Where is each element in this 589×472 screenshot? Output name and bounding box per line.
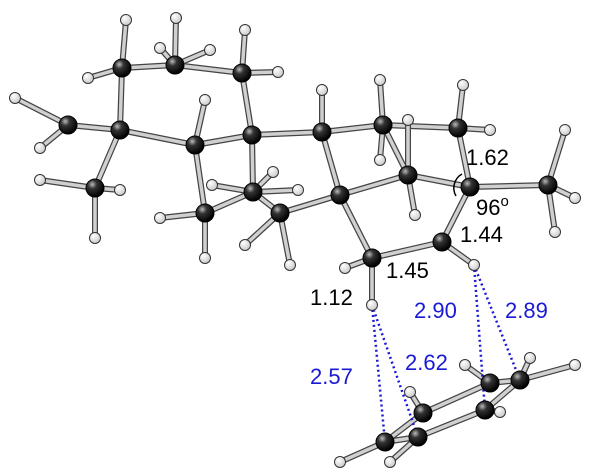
hydrogen-atom [35,143,46,154]
hydrogen-atom [207,180,218,191]
carbon-atom [476,401,494,419]
bond [340,195,372,258]
bond [120,130,195,145]
bond [470,185,548,187]
page: {"labels": { "bond_c_c_1": "1.62", "angl… [0,0,589,472]
hydrogen-atom [570,193,581,204]
hydrogen-atom [10,93,21,104]
hydrogen-atom [240,240,251,251]
hydrogen-atom [121,15,132,26]
angle-label: 96o [476,193,509,220]
hydrogen-atom [410,210,421,221]
hydrogen-atom [570,360,581,371]
carbon-atom [461,178,479,196]
carbon-atom [233,64,251,82]
carbon-atom [414,404,432,422]
hydrogen-atom [115,185,126,196]
hydrogen-atom [171,13,182,24]
angle-unit: o [500,193,508,210]
carbon-atom [313,123,331,141]
carbon-atom [166,56,184,74]
hydrogen-atom [155,213,166,224]
carbon-atom [374,116,392,134]
hydrogen-atom [469,260,480,271]
hydrogen-atom [495,407,506,418]
bond-label: 1.44 [460,222,503,247]
hydrogen-atom [403,115,414,126]
hydrogen-atom [405,387,416,398]
carbon-atom [376,433,394,451]
hydrogen-atom [285,260,296,271]
hydrogen-atom [293,185,304,196]
carbon-atom [449,119,467,137]
bond-label: 1.62 [466,145,509,170]
hydrogen-atom [200,253,211,264]
hydrogen-atom [205,45,216,56]
bond-label: 1.12 [310,285,353,310]
hydrogen-atom [317,85,328,96]
hydrogen-atom [83,73,94,84]
hydrogen-atom [385,457,396,468]
hydrogen-atom [560,125,571,136]
contact-label: 2.57 [310,364,353,389]
bond [195,145,205,213]
carbon-atom [409,428,427,446]
carbon-atom [481,374,499,392]
angle-value: 96 [476,195,500,220]
molecule-diagram: 1.62 96o 1.44 1.45 1.12 2.90 2.89 2.57 2… [0,0,589,472]
hydrogen-atom [155,43,166,54]
hydrogen-atom [550,227,561,238]
hydrogen-atom [485,125,496,136]
contact-label: 2.89 [505,298,548,323]
hydrogen-atom [335,457,346,468]
carbon-atom [331,186,349,204]
bond [340,175,408,195]
carbon-atom [186,136,204,154]
carbon-atom [86,179,104,197]
bond [322,132,340,195]
hydrogen-atom [375,75,386,86]
hydrogen-atom [375,155,386,166]
hydrogen-atom [273,67,284,78]
bond-label: 1.45 [386,258,429,283]
hydrogen-atom [268,167,279,178]
carbon-atom [511,371,529,389]
carbon-atom [59,116,77,134]
bond [372,242,442,258]
carbon-atom [539,176,557,194]
carbon-atom [271,204,289,222]
carbon-atom [399,166,417,184]
carbon-atom [111,121,129,139]
carbon-atom [196,204,214,222]
hydrogen-atom [200,95,211,106]
hydrogen-atom [525,353,536,364]
hydrogen-atom [340,263,351,274]
hydrogen-atom [35,175,46,186]
carbon-atom [243,126,261,144]
carbon-atom [433,233,451,251]
hydrogen-atom [367,300,378,311]
contact-label: 2.62 [405,350,448,375]
carbon-atom [113,59,131,77]
carbon-atom [244,183,262,201]
hydrogen-atom [458,80,469,91]
carbon-atom [363,249,381,267]
contact-label: 2.90 [414,298,457,323]
hydrogen-atom [460,360,471,371]
hydrogen-atom [240,25,251,36]
hydrogen-atom [90,233,101,244]
